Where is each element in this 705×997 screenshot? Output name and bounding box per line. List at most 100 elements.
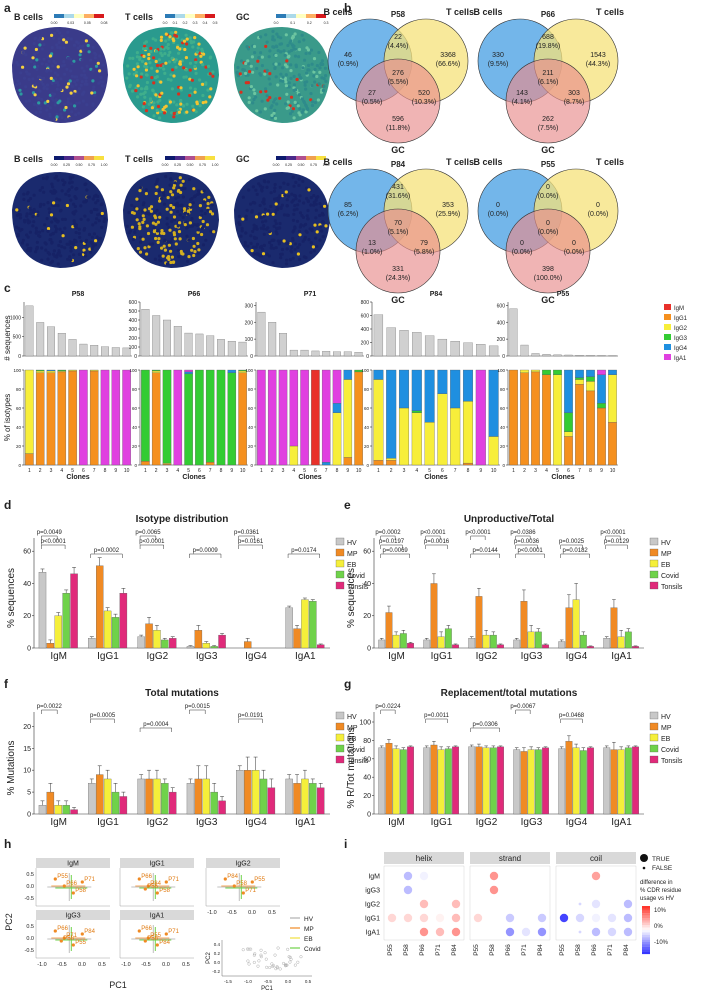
i-scale-segment — [642, 946, 650, 950]
tissue-spot — [317, 50, 321, 55]
tissue-spot — [93, 93, 97, 97]
c-sample-title: P55 — [557, 291, 570, 298]
tissue-spot — [52, 188, 56, 192]
tissue-spot — [177, 255, 181, 259]
tissue-spot — [101, 63, 105, 67]
tissue-spot — [276, 35, 280, 39]
tissue-spot — [265, 252, 269, 256]
grouped-ylabel: % sequences — [346, 568, 357, 628]
i-dot — [575, 871, 585, 881]
c-clone-tick-label: 9 — [346, 468, 349, 474]
tissue-spot — [136, 84, 140, 88]
tissue-spot — [266, 180, 270, 184]
tissue-spot — [304, 87, 308, 91]
tissue-spot — [251, 245, 256, 249]
tissue-spot — [196, 251, 200, 255]
i-legend-false: FALSE — [652, 865, 673, 872]
c-isotype-segment — [575, 379, 584, 385]
i-scale-segment — [642, 939, 650, 943]
tissue-spot — [196, 222, 200, 227]
c-clone-tick-label: 10 — [356, 468, 362, 474]
tissue-spot — [309, 48, 314, 52]
i-col-label: P71 — [607, 944, 614, 956]
tissue-spot — [40, 97, 44, 102]
tissue-spot — [27, 72, 31, 76]
c-isotype-segment — [111, 369, 121, 466]
c-isotype-segment — [311, 369, 320, 466]
tissue-spot — [24, 70, 29, 74]
c-clone-tick-label: 9 — [600, 468, 603, 474]
h-xtick-label: -1.0 — [121, 962, 130, 968]
tissue-spot — [163, 52, 167, 56]
tissue-spot — [93, 91, 97, 95]
tissue-spot — [55, 87, 59, 91]
h-ytick-label: -0.5 — [25, 896, 34, 902]
tissue-spot — [292, 74, 296, 78]
venn-count: 3368 — [440, 52, 456, 59]
tissue-spot — [247, 100, 251, 104]
c-sequence-bar — [268, 322, 277, 357]
tissue-spot — [289, 69, 293, 73]
tissue-spot — [306, 107, 310, 111]
i-dot — [438, 874, 442, 878]
tissue-spot — [184, 33, 188, 37]
grouped-legend-label: Tonsils — [347, 758, 369, 765]
map-scale-tick: 0.25 — [285, 163, 292, 167]
tissue-spot — [275, 32, 279, 36]
i-facet-strip — [470, 852, 550, 864]
c-isotype-segment — [564, 436, 573, 466]
tissue-spot — [34, 226, 38, 230]
tissue-spot — [185, 37, 189, 41]
tissue-spot — [52, 31, 57, 35]
tissue-spot — [176, 204, 180, 208]
tissue-spot — [188, 77, 192, 81]
tissue-spot — [310, 84, 314, 88]
tissue-spot — [147, 245, 151, 249]
c-isotype-segment — [608, 422, 617, 466]
tissue-spot — [150, 66, 154, 70]
tissue-spot — [154, 93, 158, 97]
tissue-spot — [190, 78, 194, 82]
i-dot — [610, 874, 614, 878]
tissue-spot — [239, 59, 244, 63]
c-isotype-segment — [321, 369, 331, 463]
i-dot — [562, 902, 566, 906]
tissue-spot — [63, 72, 67, 76]
c-sequence-bar — [300, 349, 309, 357]
grouped-bar — [558, 748, 566, 815]
tissue-spot — [87, 50, 91, 54]
tissue-spot — [18, 229, 22, 233]
tissue-spot — [265, 185, 269, 189]
tissue-spot — [143, 95, 147, 99]
map-scale-segment — [195, 156, 205, 160]
h-point-label: P71 — [66, 933, 77, 939]
i-dot — [562, 874, 566, 878]
tissue-spot — [293, 32, 297, 36]
tissue-spot — [100, 202, 104, 206]
tissue-spot — [49, 261, 53, 265]
tissue-spot — [101, 80, 105, 84]
c-ylabel-bottom: % of isotypes — [3, 394, 12, 442]
map-scale-tick: 0.00 — [51, 21, 58, 25]
tissue-spot — [290, 192, 294, 196]
c-ylabel-top: # sequences — [3, 315, 12, 360]
c-isotype-segment — [575, 384, 584, 466]
c-isotype-segment — [173, 369, 183, 466]
c-isotype-segment — [57, 369, 67, 372]
tissue-spot — [85, 103, 89, 107]
tissue-spot — [163, 248, 167, 252]
map-scale-segment — [185, 156, 195, 160]
tissue-spot — [161, 191, 166, 195]
grouped-bar — [452, 746, 459, 815]
c-clone-tick-label: 1 — [260, 468, 263, 474]
tissue-spot — [303, 237, 307, 241]
venn-count: 431 — [392, 184, 404, 191]
tissue-spot — [201, 219, 205, 224]
tissue-spot — [90, 91, 94, 95]
tissue-spot — [41, 229, 45, 233]
tissue-spot — [184, 68, 188, 72]
c-sequence-bar — [575, 355, 584, 357]
grouped-bar — [317, 644, 325, 649]
i-scale-segment — [642, 906, 650, 909]
tissue-spot — [74, 83, 78, 87]
